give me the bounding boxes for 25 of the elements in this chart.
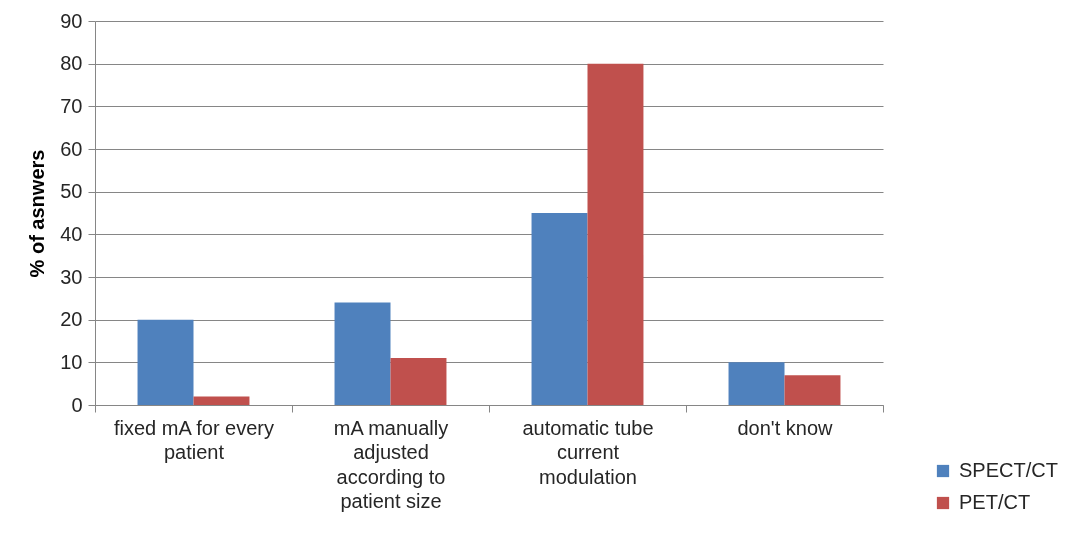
y-tick-label: 0	[71, 393, 83, 416]
bar	[728, 362, 785, 405]
x-tick-label: fixed mA for every patient	[113, 416, 275, 463]
bar	[137, 319, 194, 405]
bar	[193, 396, 250, 405]
y-tick-label: 40	[60, 222, 83, 245]
bar	[587, 63, 644, 405]
y-tick-label: 80	[60, 52, 83, 75]
y-tick-label: 60	[60, 137, 83, 160]
y-tick-label: 10	[60, 350, 83, 373]
bar	[784, 375, 841, 405]
y-tick-label: 30	[60, 265, 83, 288]
bar	[334, 302, 391, 405]
y-axis-title: % of asnwers	[26, 149, 49, 278]
x-tick-label: don't know	[737, 416, 834, 439]
y-tick-label: 50	[60, 180, 83, 203]
x-tick-label: automatic tube current modulation	[522, 416, 654, 488]
y-tick-label: 90	[60, 9, 83, 32]
y-tick-label: 20	[60, 308, 83, 331]
y-tick-label: 70	[60, 94, 83, 117]
legend-label: PET/CT	[959, 491, 1031, 513]
x-tick-label: mA manually adjusted according to patient size	[333, 416, 449, 512]
legend-label: SPECT/CT	[959, 459, 1058, 481]
bar	[531, 213, 588, 405]
bar	[390, 358, 447, 405]
